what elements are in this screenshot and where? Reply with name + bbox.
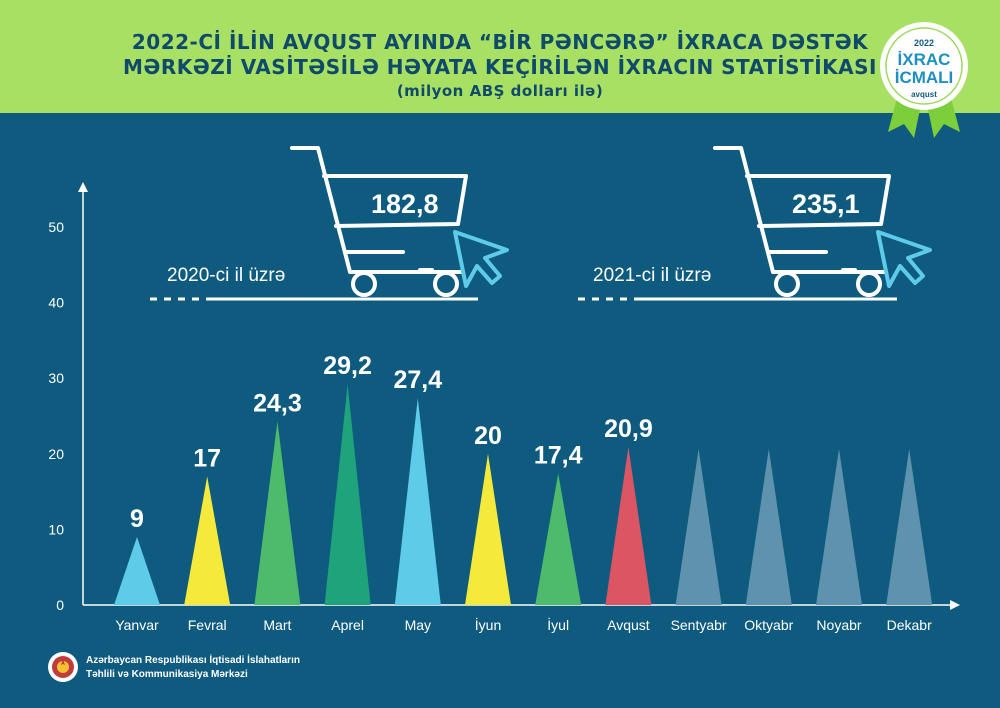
x-axis-arrow-icon bbox=[950, 600, 960, 610]
y-tick-label: 30 bbox=[48, 370, 64, 386]
value-label: 20 bbox=[474, 422, 502, 450]
y-axis-arrow-icon bbox=[78, 182, 88, 192]
bar-4 bbox=[324, 384, 371, 605]
x-tick-label: Dekabr bbox=[887, 617, 932, 633]
x-tick-labels: Yanvar Fevral Mart Aprel May İyun İyul Avqust Se… bbox=[115, 616, 932, 633]
y-tick-label: 10 bbox=[48, 521, 64, 537]
badge-line2: İCMALI bbox=[895, 68, 954, 87]
bar-2 bbox=[184, 476, 231, 605]
header-band bbox=[0, 0, 1000, 113]
chart-title-line1: 2022-Cİ İLİN AVQUST AYINDA “BİR PƏNCƏRƏ”… bbox=[131, 30, 869, 54]
x-tick-label: Mart bbox=[263, 617, 291, 633]
x-tick-label: İyul bbox=[547, 616, 569, 633]
value-label: 27,4 bbox=[393, 366, 442, 394]
emblem-icon bbox=[48, 652, 78, 682]
x-tick-label: Noyabr bbox=[816, 617, 861, 633]
value-label: 29,2 bbox=[323, 352, 372, 380]
total-2021: 2021-ci il üzrə 235,1 bbox=[578, 146, 932, 301]
chart-subtitle: (milyon ABŞ dolları ilə) bbox=[396, 82, 604, 100]
value-label: 20,9 bbox=[604, 415, 653, 443]
total-2020-value: 182,8 bbox=[371, 189, 439, 219]
y-tick-label: 0 bbox=[56, 597, 64, 613]
value-labels: 9 17 24,3 29,2 27,4 20 17,4 20,9 bbox=[130, 352, 653, 533]
value-label: 17,4 bbox=[534, 441, 583, 469]
chart-title-line2: MƏRKƏZİ VASİTƏSİLƏ HƏYATA KEÇİRİLƏN İXRA… bbox=[123, 55, 877, 79]
total-2021-label: 2021-ci il üzrə bbox=[593, 265, 711, 286]
x-tick-label: Avqust bbox=[607, 617, 650, 633]
total-2020: 2020-ci il üzrə 182,8 bbox=[150, 146, 509, 301]
bar-5 bbox=[394, 397, 441, 605]
bar-10 bbox=[745, 448, 792, 605]
bar-1 bbox=[114, 536, 160, 605]
bar-9 bbox=[675, 448, 722, 605]
y-tick-label: 20 bbox=[48, 446, 64, 462]
value-label: 24,3 bbox=[253, 389, 302, 417]
bar-7 bbox=[535, 473, 582, 605]
badge-line1: İXRAC bbox=[898, 50, 951, 69]
y-tick-labels: 0 10 20 30 40 50 bbox=[48, 219, 64, 613]
y-tick-label: 40 bbox=[48, 295, 64, 311]
cursor-icon bbox=[453, 230, 509, 288]
total-2020-label: 2020-ci il üzrə bbox=[167, 265, 285, 286]
total-2021-value: 235,1 bbox=[792, 189, 860, 219]
value-label: 17 bbox=[193, 444, 221, 472]
cursor-icon bbox=[876, 230, 932, 288]
bar-11 bbox=[816, 448, 862, 605]
x-tick-label: Aprel bbox=[331, 617, 364, 633]
x-tick-label: May bbox=[405, 617, 431, 633]
x-tick-label: Yanvar bbox=[115, 617, 159, 633]
shopping-cart-icon bbox=[713, 146, 891, 297]
bar-6 bbox=[465, 453, 511, 605]
value-label: 9 bbox=[130, 505, 144, 533]
x-tick-label: Fevral bbox=[188, 617, 227, 633]
footer-org-line1: Azərbaycan Respublikası İqtisadi İslahat… bbox=[86, 655, 300, 666]
x-tick-label: Sentyabr bbox=[671, 617, 727, 633]
x-tick-label: İyun bbox=[475, 616, 501, 633]
bar-12 bbox=[886, 448, 933, 605]
ixrac-icmali-badge-icon: 2022 İXRAC İCMALI avqust bbox=[880, 22, 968, 138]
y-tick-label: 50 bbox=[48, 219, 64, 235]
bars bbox=[114, 384, 933, 605]
shopping-cart-icon bbox=[290, 146, 468, 297]
bar-3 bbox=[254, 421, 301, 605]
bar-8 bbox=[605, 446, 652, 605]
badge-month: avqust bbox=[911, 90, 937, 99]
footer-org-line2: Təhlili və Kommunikasiya Mərkəzi bbox=[86, 669, 248, 680]
x-tick-label: Oktyabr bbox=[744, 617, 793, 633]
badge-year: 2022 bbox=[914, 38, 934, 48]
